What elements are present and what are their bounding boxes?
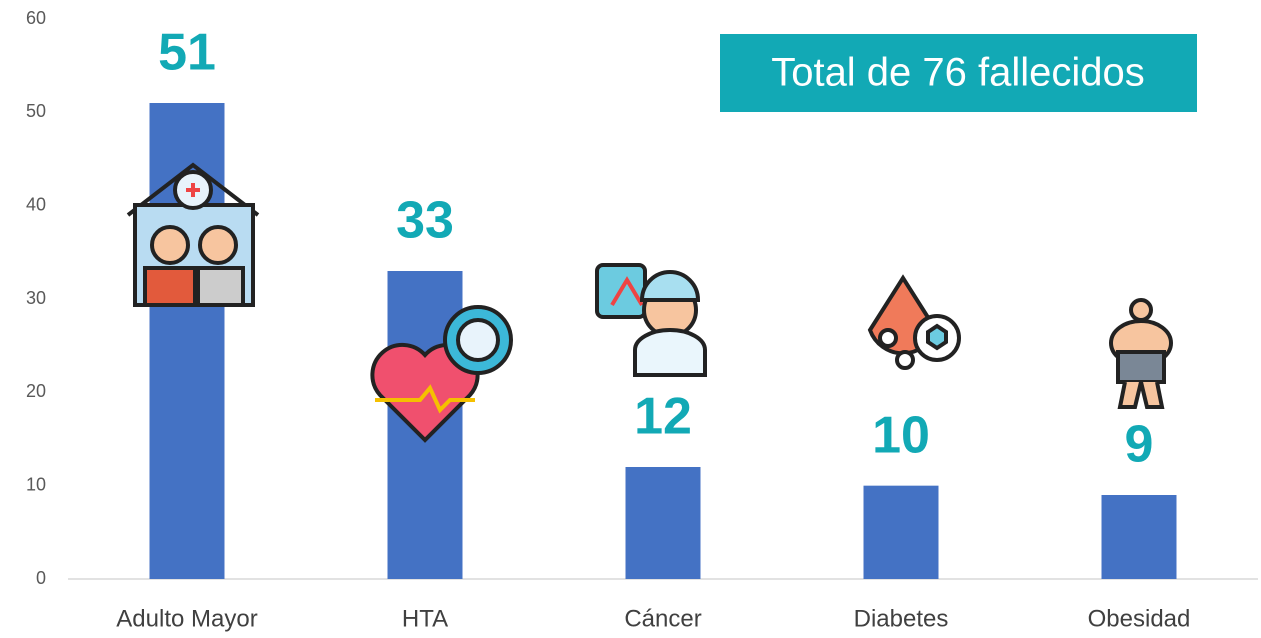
y-tick-label: 0 <box>36 568 46 588</box>
icon-cancer <box>597 265 705 375</box>
annotation: Total de 76 fallecidos <box>771 51 1145 95</box>
bar <box>1102 495 1177 579</box>
y-tick-label: 50 <box>26 101 46 121</box>
value-label: 10 <box>872 406 930 464</box>
value-label: 51 <box>158 24 216 82</box>
y-tick-label: 30 <box>26 288 46 308</box>
value-label: 9 <box>1125 416 1154 474</box>
y-tick-label: 10 <box>26 474 46 494</box>
x-tick-label: Obesidad <box>1088 605 1191 632</box>
icon-obesity <box>1111 300 1171 407</box>
chart: Total de 76 fallecidos 0 10 20 30 40 50 60 Adul… <box>0 0 1261 638</box>
x-tick-label: HTA <box>402 605 448 632</box>
y-tick-label: 20 <box>26 381 46 401</box>
value-label: 12 <box>634 388 692 446</box>
x-tick-label: Cáncer <box>624 605 701 632</box>
x-tick-label: Adulto Mayor <box>116 605 257 632</box>
icon-diabetes <box>870 278 959 368</box>
x-tick-label: Diabetes <box>854 605 949 632</box>
y-tick-label: 60 <box>26 8 46 28</box>
icon-elderly <box>128 165 258 305</box>
bar <box>626 467 701 579</box>
bar <box>864 486 939 579</box>
value-label: 33 <box>396 192 454 250</box>
y-tick-label: 40 <box>26 194 46 214</box>
